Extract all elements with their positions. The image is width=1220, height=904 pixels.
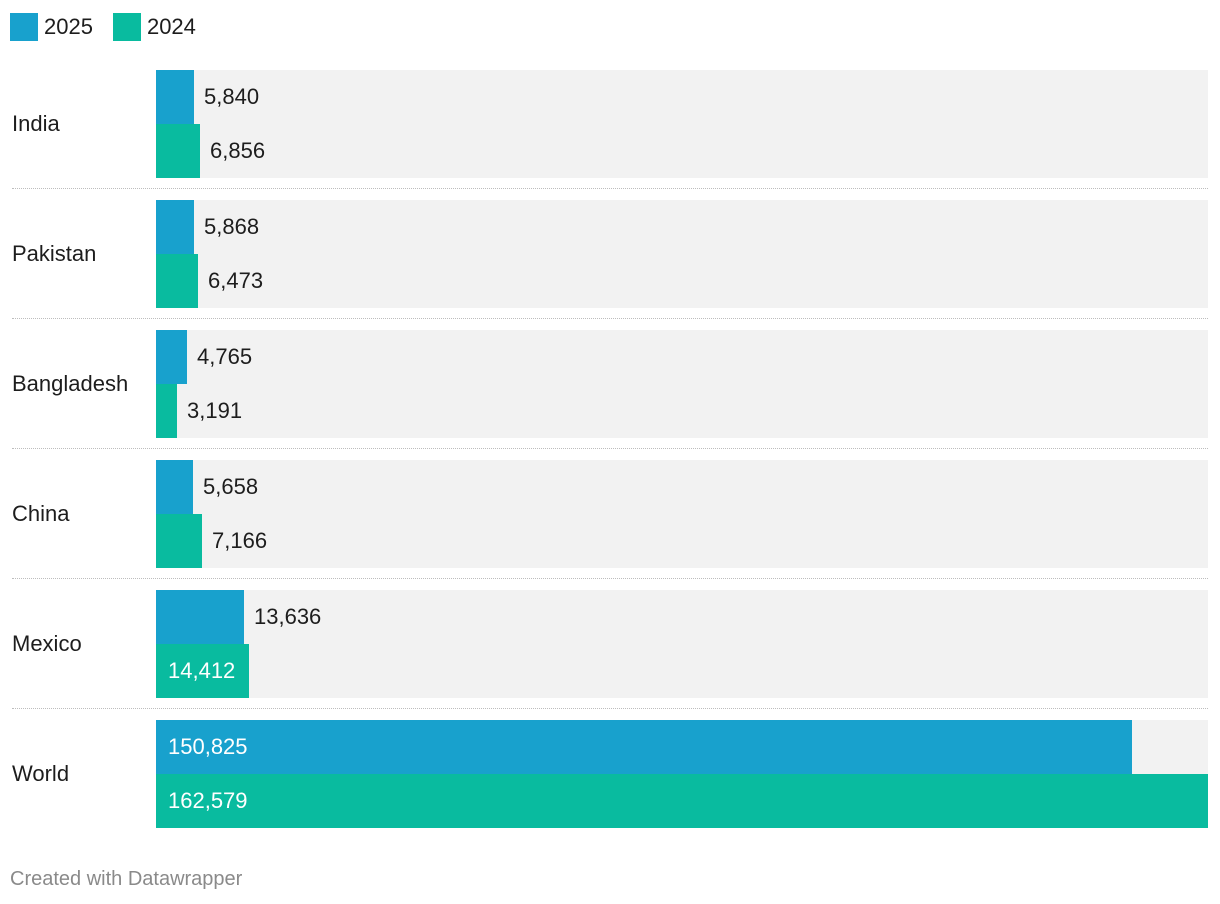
legend-swatch xyxy=(112,13,141,41)
bar-track: 5,658 7,166 xyxy=(156,460,1208,568)
legend-label: 2024 xyxy=(146,14,196,39)
value-label: 7,166 xyxy=(212,528,268,553)
bar-row: World 150,825 162,579 xyxy=(0,720,1220,828)
bar-track: 5,868 6,473 xyxy=(156,200,1208,308)
value-label: 5,840 xyxy=(204,84,260,109)
value-label: 4,765 xyxy=(197,344,253,369)
bar-row: India 5,840 6,856 xyxy=(0,70,1220,189)
value-label: 6,856 xyxy=(210,138,266,163)
value-label: 5,658 xyxy=(203,474,259,499)
bar-2025 xyxy=(156,460,193,514)
bar-row: Pakistan 5,868 6,473 xyxy=(0,200,1220,319)
bar-2024 xyxy=(156,644,249,698)
bar-2024 xyxy=(156,254,198,308)
bar-row: Bangladesh 4,765 3,191 xyxy=(0,330,1220,449)
bar-2025 xyxy=(156,590,244,644)
row-divider xyxy=(12,448,1208,449)
bar-2025 xyxy=(156,200,194,254)
bar-track: 5,840 6,856 xyxy=(156,70,1208,178)
category-label: World xyxy=(12,761,70,786)
row-divider xyxy=(12,708,1208,709)
bar-2024 xyxy=(156,774,1208,828)
bar-row: Mexico 13,636 14,412 xyxy=(0,590,1220,709)
category-label: Pakistan xyxy=(12,241,97,266)
legend-swatch xyxy=(10,13,38,41)
bar-chart: India 5,840 6,856 Pakistan 5,868 6,473 Banglad… xyxy=(0,70,1220,850)
bar-row: China 5,658 7,166 xyxy=(0,460,1220,579)
row-divider xyxy=(12,188,1208,189)
legend-item-2024: 2024 xyxy=(112,13,196,41)
bar-track: 13,636 14,412 xyxy=(156,590,1208,698)
legend-item-2025: 2025 xyxy=(10,13,93,41)
bar-2024 xyxy=(156,124,200,178)
category-label: India xyxy=(12,111,60,136)
chart-legend: 2025 2024 xyxy=(10,12,216,42)
category-label: Mexico xyxy=(12,631,82,656)
bar-2025 xyxy=(156,720,1132,774)
category-label: China xyxy=(12,501,70,526)
bar-track: 150,825 162,579 xyxy=(156,720,1208,828)
value-label: 5,868 xyxy=(204,214,260,239)
value-label: 13,636 xyxy=(254,604,322,629)
footer-credit: Created with Datawrapper xyxy=(10,868,243,890)
value-label: 162,579 xyxy=(168,788,248,813)
category-label: Bangladesh xyxy=(12,371,129,396)
value-label: 6,473 xyxy=(208,268,264,293)
value-label: 150,825 xyxy=(168,734,248,759)
row-divider xyxy=(12,318,1208,319)
bar-2025 xyxy=(156,330,187,384)
row-divider xyxy=(12,578,1208,579)
bar-track: 4,765 3,191 xyxy=(156,330,1208,438)
bar-2024 xyxy=(156,514,202,568)
bar-2024 xyxy=(156,384,177,438)
value-label: 14,412 xyxy=(168,658,236,683)
bar-2025 xyxy=(156,70,194,124)
value-label: 3,191 xyxy=(187,398,243,423)
legend-label: 2025 xyxy=(44,14,93,39)
